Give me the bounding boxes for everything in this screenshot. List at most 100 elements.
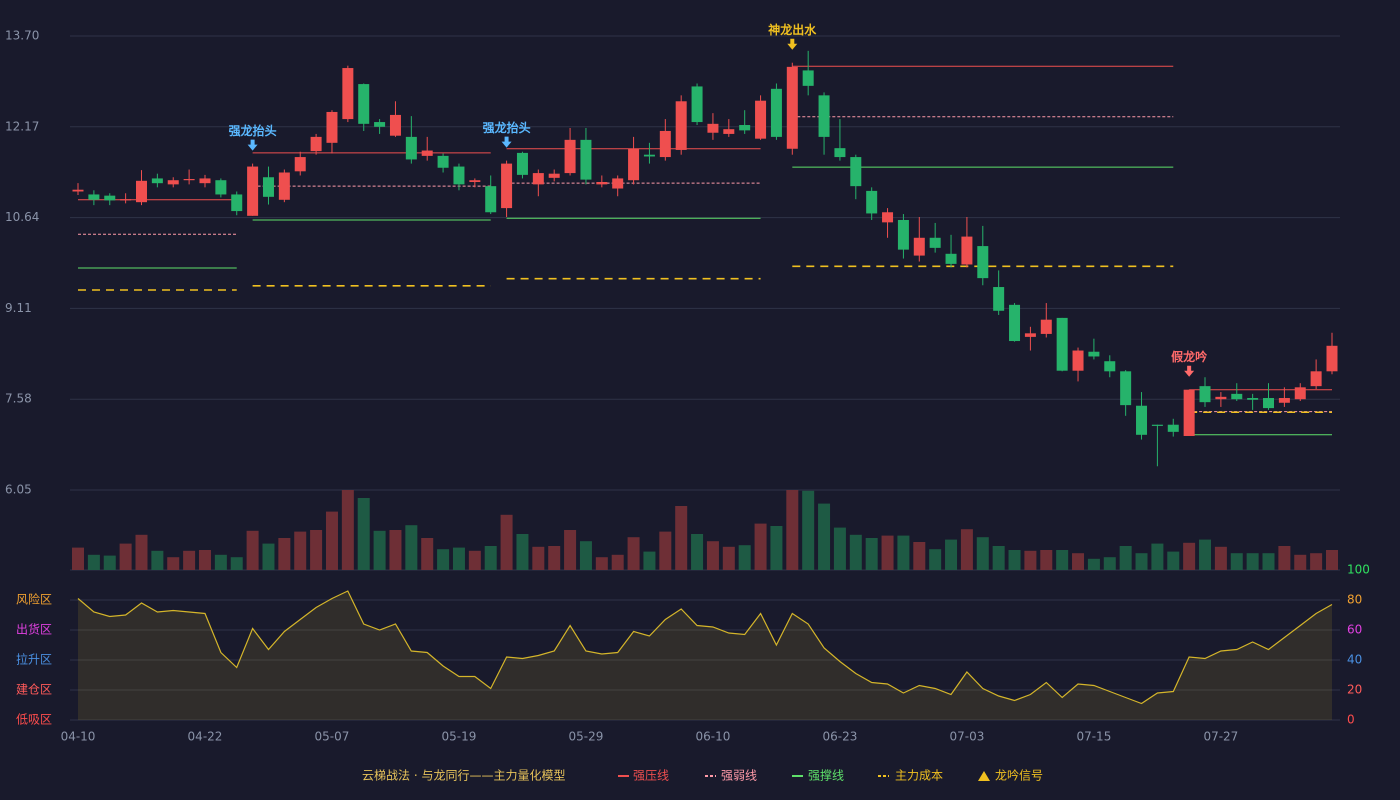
legend-label: 主力成本	[895, 769, 943, 783]
volume-bar	[103, 555, 116, 570]
volume-bar	[294, 531, 307, 570]
candle-body	[1072, 350, 1084, 371]
volume-bar	[72, 547, 84, 570]
candle-body	[294, 157, 306, 172]
candle-body	[437, 155, 449, 168]
volume-bar	[770, 526, 783, 570]
zone-label: 建仓区	[16, 683, 52, 697]
volume-bar	[643, 551, 656, 570]
volume-bar	[1199, 539, 1212, 570]
candle-body	[1009, 304, 1021, 342]
legend: 云梯战法 · 与龙同行——主力量化模型 强压线 强弱线 强撑线 主力成本 龙吟信号	[362, 768, 1043, 783]
osc-tick-label: 40	[1347, 653, 1362, 667]
candle-body	[1247, 398, 1259, 400]
candle-body	[326, 111, 338, 143]
candle-body	[278, 172, 290, 200]
candle-body	[501, 163, 513, 209]
volume-bar	[151, 550, 164, 570]
volume-bar	[1294, 554, 1307, 570]
x-tick-label: 04-22	[188, 730, 223, 744]
volume-bar	[881, 535, 894, 570]
volume-bar	[1230, 553, 1243, 570]
candle-body	[1024, 333, 1036, 337]
volume-bar	[325, 511, 338, 570]
candle-body	[1263, 398, 1275, 409]
candle-body	[469, 180, 481, 182]
volume-bar	[1246, 553, 1259, 570]
zone-label: 风险区	[16, 592, 52, 607]
volume-bar	[1151, 543, 1164, 570]
volume-bar	[992, 546, 1005, 570]
osc-tick-label: 20	[1347, 683, 1362, 697]
candle-body	[866, 190, 878, 214]
volume-bar	[532, 546, 545, 570]
volume-bar	[437, 549, 450, 570]
zone-label: 拉升区	[16, 652, 52, 667]
x-tick-label: 04-10	[61, 730, 96, 744]
candle-body	[532, 173, 544, 185]
volume-bar	[929, 549, 942, 570]
signal-arrow	[501, 136, 512, 148]
y-tick-label: 9.11	[5, 301, 32, 315]
volume-bar	[579, 541, 592, 570]
volume-bar	[452, 547, 465, 570]
y-tick-label: 7.58	[5, 392, 32, 406]
volume-bar	[738, 545, 751, 570]
candle-body	[691, 86, 703, 123]
candle-body	[612, 178, 624, 189]
volume-bar	[1103, 557, 1116, 570]
candle-body	[770, 88, 782, 137]
volume-bar	[1135, 553, 1148, 570]
x-tick-label: 07-03	[949, 730, 984, 744]
volume-bar	[87, 554, 100, 570]
volume-bar	[897, 535, 910, 570]
x-tick-label: 05-19	[442, 730, 477, 744]
candle-body	[1040, 319, 1052, 334]
candle-body	[643, 154, 655, 157]
volume-bar	[1326, 550, 1338, 570]
volume-bar	[373, 530, 386, 570]
osc-tick-label: 100	[1347, 563, 1370, 577]
volume-bar	[119, 543, 132, 570]
candle-body	[1088, 351, 1100, 357]
volume-bar	[675, 506, 688, 570]
candle-body	[897, 219, 909, 250]
candle-body	[596, 181, 608, 185]
candle-body	[310, 136, 322, 152]
volume-bar	[421, 538, 434, 570]
osc-tick-label: 80	[1347, 593, 1362, 607]
candle-body	[707, 123, 719, 133]
candle-body	[72, 189, 84, 192]
volume-bar	[1024, 550, 1037, 570]
volume-bar	[230, 557, 243, 570]
oscillator-area	[78, 591, 1332, 720]
volume-bar	[1008, 550, 1021, 570]
signal-arrow	[247, 139, 258, 151]
candle-body	[818, 95, 830, 137]
candle-body	[1326, 345, 1338, 372]
candle-body	[342, 68, 354, 120]
volume-bar	[278, 538, 291, 570]
volume-bar	[198, 550, 211, 570]
signal-label: 强龙抬头	[483, 120, 531, 135]
volume-bar	[611, 554, 624, 570]
candle-body	[88, 194, 100, 200]
candle-body	[374, 122, 386, 127]
zone-label: 低吸区	[16, 713, 52, 727]
candle-body	[120, 199, 132, 201]
volume-bar	[1040, 550, 1053, 570]
candle-body	[564, 139, 576, 174]
volume-bar	[167, 557, 180, 570]
volume-bar	[659, 531, 672, 570]
candle-body	[358, 84, 370, 124]
volume-bar	[246, 530, 259, 570]
y-tick-label: 12.17	[5, 119, 39, 133]
y-tick-label: 13.70	[5, 29, 39, 43]
volume-bar	[706, 541, 719, 570]
x-tick-label: 06-10	[695, 730, 730, 744]
candle-body	[135, 180, 147, 203]
zone-label: 出货区	[16, 622, 52, 637]
legend-label: 强压线	[633, 769, 669, 783]
candle-body	[882, 212, 894, 223]
